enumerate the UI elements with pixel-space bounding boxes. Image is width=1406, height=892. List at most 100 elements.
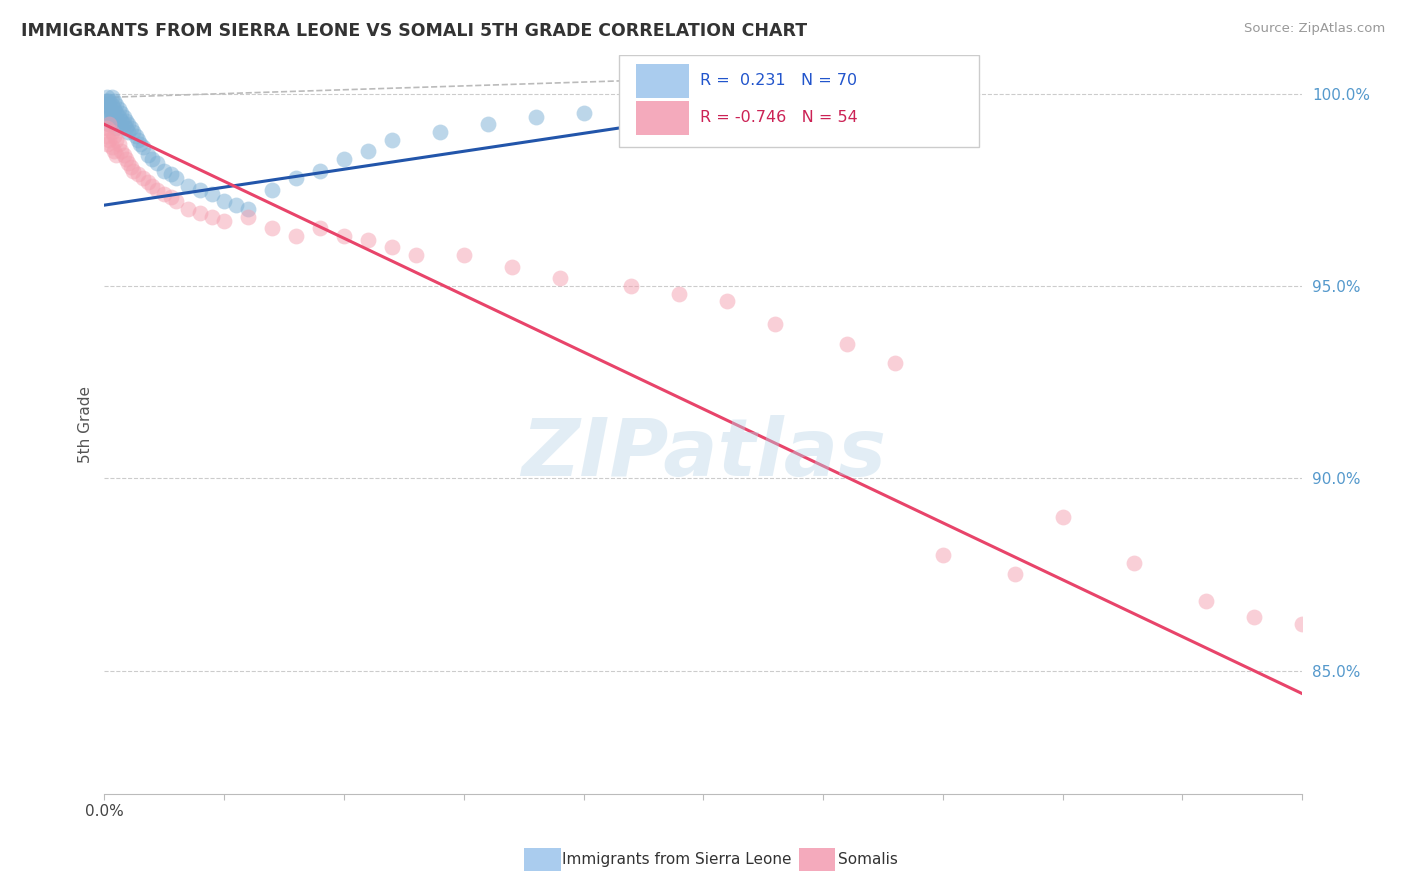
- Point: [212, 194, 235, 209]
- Point: [932, 548, 955, 562]
- Point: [333, 152, 356, 166]
- Point: [165, 171, 187, 186]
- Point: [100, 98, 122, 112]
- Point: [98, 113, 121, 128]
- Point: [120, 160, 142, 174]
- Point: [212, 213, 235, 227]
- Point: [107, 102, 129, 116]
- Point: [103, 95, 125, 109]
- Point: [115, 121, 138, 136]
- FancyBboxPatch shape: [636, 101, 689, 135]
- Point: [97, 105, 120, 120]
- Point: [107, 136, 129, 151]
- Point: [132, 140, 155, 154]
- Point: [100, 125, 122, 139]
- FancyBboxPatch shape: [620, 55, 979, 147]
- Point: [115, 152, 138, 166]
- Point: [110, 105, 132, 120]
- Y-axis label: 5th Grade: 5th Grade: [79, 386, 93, 463]
- Point: [381, 240, 404, 254]
- Point: [96, 98, 118, 112]
- Point: [405, 248, 427, 262]
- Point: [110, 113, 132, 128]
- Point: [146, 183, 169, 197]
- Point: [835, 336, 858, 351]
- Point: [94, 95, 117, 109]
- Point: [96, 136, 118, 151]
- Point: [115, 113, 138, 128]
- Point: [501, 260, 523, 274]
- Point: [262, 221, 284, 235]
- Point: [107, 110, 129, 124]
- Point: [201, 186, 224, 201]
- Point: [132, 171, 155, 186]
- Point: [96, 102, 118, 116]
- Point: [117, 156, 139, 170]
- Point: [96, 128, 118, 143]
- Point: [357, 233, 380, 247]
- Point: [120, 121, 142, 136]
- Point: [98, 117, 121, 131]
- Point: [136, 175, 159, 189]
- Point: [103, 128, 125, 143]
- Point: [572, 105, 595, 120]
- Point: [1243, 609, 1265, 624]
- Point: [103, 145, 125, 159]
- Point: [103, 102, 125, 116]
- Point: [763, 87, 786, 101]
- Point: [236, 202, 259, 216]
- Point: [177, 202, 200, 216]
- Text: Somalis: Somalis: [838, 853, 898, 867]
- Text: Immigrants from Sierra Leone: Immigrants from Sierra Leone: [562, 853, 792, 867]
- Point: [524, 110, 547, 124]
- Text: ZIPatlas: ZIPatlas: [520, 415, 886, 493]
- Point: [129, 136, 152, 151]
- Point: [112, 148, 135, 162]
- Point: [100, 90, 122, 104]
- Point: [98, 102, 121, 116]
- Point: [112, 117, 135, 131]
- Point: [357, 145, 380, 159]
- Point: [110, 145, 132, 159]
- Point: [309, 163, 332, 178]
- Point: [100, 113, 122, 128]
- Point: [165, 194, 187, 209]
- Point: [100, 140, 122, 154]
- Point: [1123, 556, 1146, 570]
- Point: [1052, 509, 1074, 524]
- Point: [309, 221, 332, 235]
- Point: [188, 183, 211, 197]
- Point: [1004, 567, 1026, 582]
- Point: [105, 148, 128, 162]
- Point: [97, 98, 120, 112]
- Point: [153, 163, 176, 178]
- Point: [112, 110, 135, 124]
- Point: [620, 279, 643, 293]
- FancyBboxPatch shape: [636, 64, 689, 98]
- Point: [811, 83, 834, 97]
- Point: [160, 190, 183, 204]
- Point: [124, 128, 146, 143]
- Point: [103, 110, 125, 124]
- Point: [105, 98, 128, 112]
- Point: [141, 152, 163, 166]
- Point: [117, 125, 139, 139]
- Point: [96, 90, 118, 104]
- Point: [225, 198, 247, 212]
- Point: [96, 95, 118, 109]
- Point: [177, 178, 200, 193]
- Point: [122, 125, 145, 139]
- Point: [381, 133, 404, 147]
- Point: [285, 228, 308, 243]
- Point: [98, 95, 121, 109]
- Point: [716, 294, 738, 309]
- Text: R = -0.746   N = 54: R = -0.746 N = 54: [700, 110, 858, 125]
- Point: [477, 117, 499, 131]
- Point: [548, 271, 571, 285]
- Point: [98, 117, 121, 131]
- Point: [1291, 617, 1313, 632]
- Point: [127, 133, 149, 147]
- Point: [105, 121, 128, 136]
- Point: [141, 178, 163, 193]
- Point: [201, 210, 224, 224]
